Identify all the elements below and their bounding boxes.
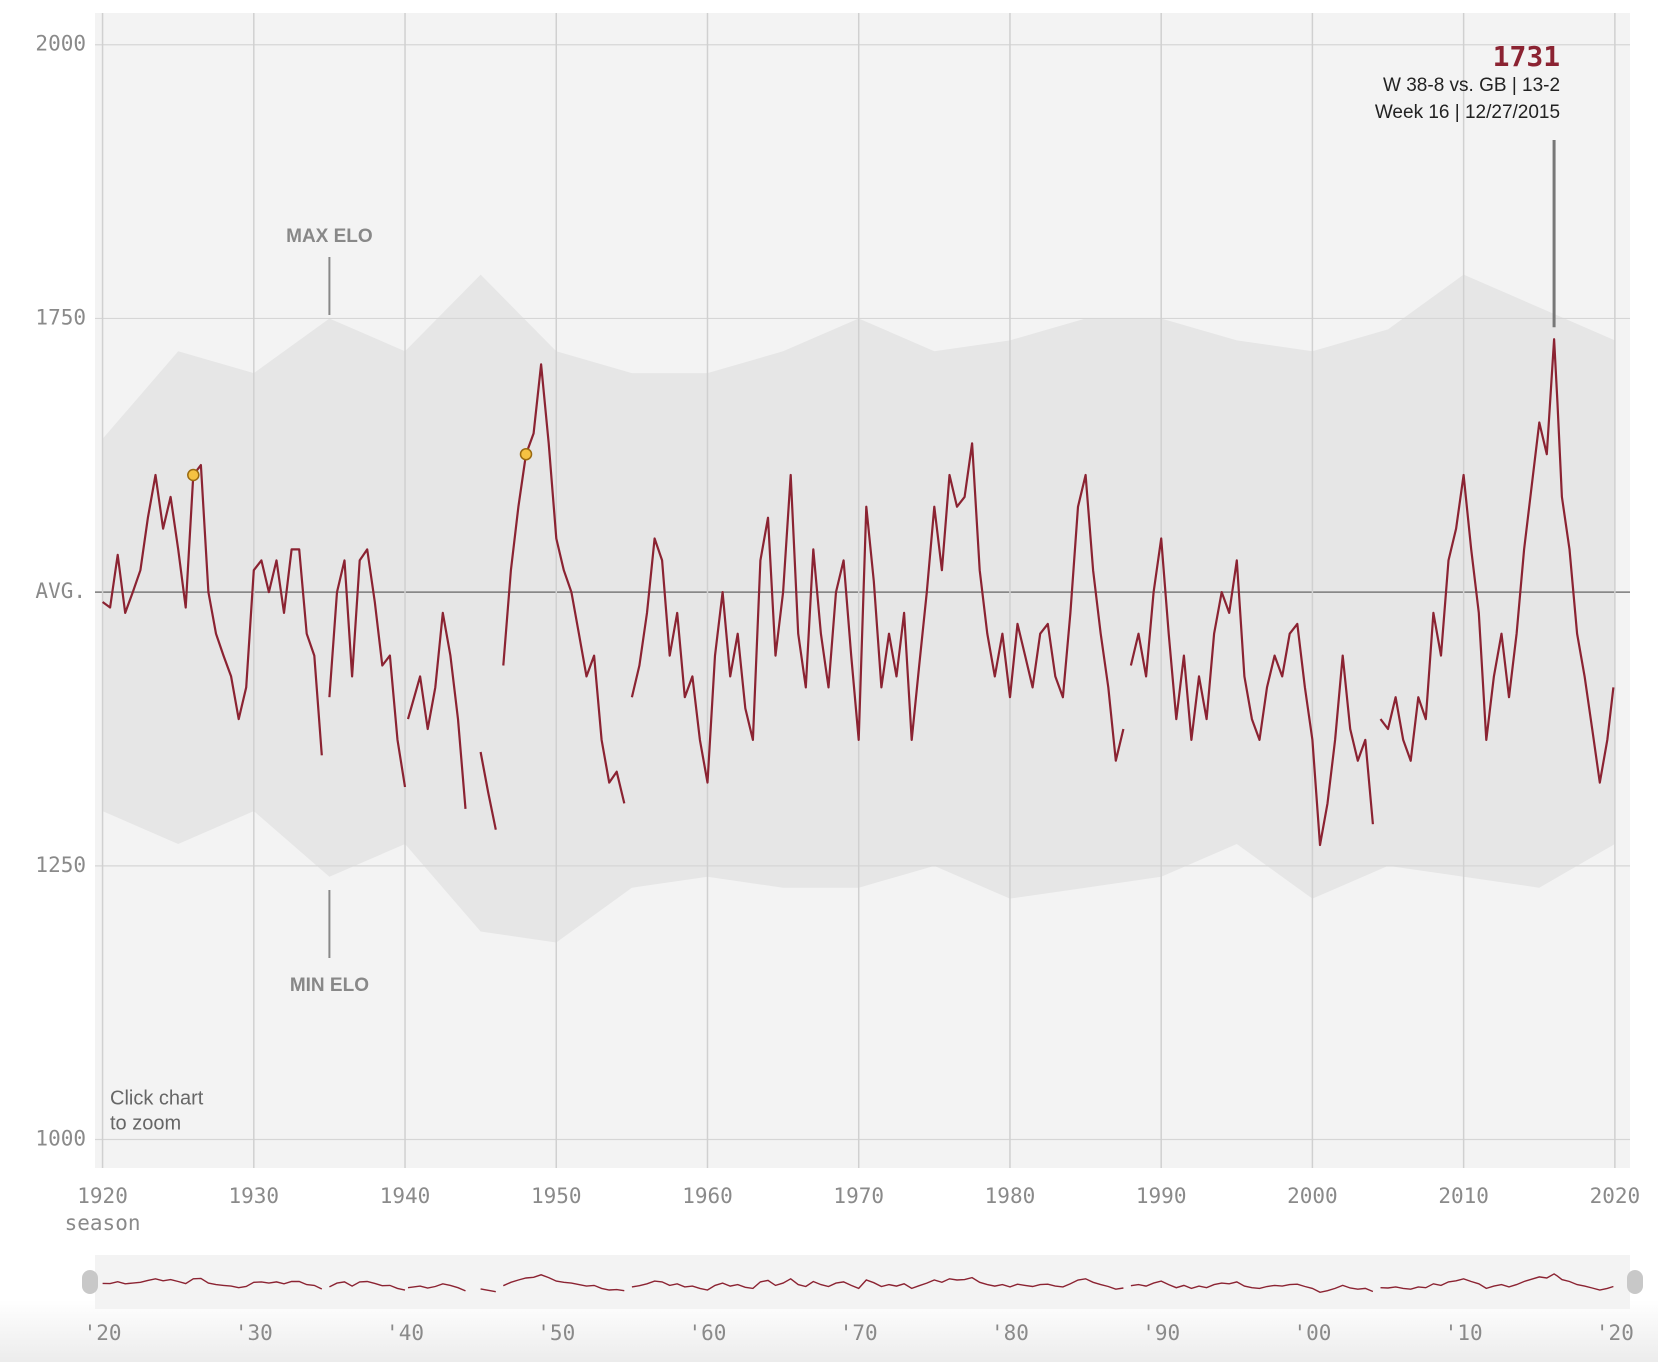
x-tick-label: 2020 bbox=[1590, 1184, 1641, 1208]
x-tick-label: 2000 bbox=[1287, 1184, 1338, 1208]
navigator-tick-label: '10 bbox=[1445, 1321, 1483, 1345]
x-tick-label: 1940 bbox=[380, 1184, 431, 1208]
navigator-tick-label: '90 bbox=[1142, 1321, 1180, 1345]
navigator-tick-label: '70 bbox=[840, 1321, 878, 1345]
y-tick-label: 1000 bbox=[35, 1127, 86, 1151]
min-elo-label: MIN ELO bbox=[290, 975, 369, 996]
y-tick-label: 1250 bbox=[35, 853, 86, 877]
navigator-tick-label: '40 bbox=[386, 1321, 424, 1345]
navigator-tick-label: '60 bbox=[689, 1321, 727, 1345]
y-tick-label: 1750 bbox=[35, 305, 86, 329]
elo-line bbox=[101, 338, 1615, 847]
y-tick-label: 2000 bbox=[35, 32, 86, 56]
x-tick-label: 1970 bbox=[833, 1184, 884, 1208]
navigator[interactable] bbox=[95, 1255, 1630, 1309]
navigator-line bbox=[102, 1273, 1614, 1294]
navigator-tick-label: '00 bbox=[1293, 1321, 1331, 1345]
navigator-tick-label: '30 bbox=[235, 1321, 273, 1345]
x-tick-label: 1980 bbox=[985, 1184, 1036, 1208]
navigator-tick-label: '80 bbox=[991, 1321, 1029, 1345]
navigator-handle[interactable] bbox=[82, 1270, 98, 1294]
navigator-tick-label: '20 bbox=[84, 1321, 122, 1345]
x-tick-label: 1930 bbox=[229, 1184, 280, 1208]
peak-detail: W 38-8 vs. GB | 13-2 bbox=[1383, 75, 1560, 96]
x-tick-label: 1920 bbox=[77, 1184, 128, 1208]
highlight-dot bbox=[187, 468, 200, 482]
peak-detail: Week 16 | 12/27/2015 bbox=[1375, 102, 1560, 123]
x-axis-label: season bbox=[65, 1211, 141, 1235]
x-tick-label: 1990 bbox=[1136, 1184, 1187, 1208]
y-tick-label: AVG. bbox=[35, 579, 86, 603]
zoom-hint: to zoom bbox=[110, 1112, 181, 1134]
footer-fade bbox=[0, 1300, 1658, 1362]
navigator-handle[interactable] bbox=[1627, 1270, 1643, 1294]
navigator-tick-label: '50 bbox=[537, 1321, 575, 1345]
x-tick-label: 1960 bbox=[682, 1184, 733, 1208]
highlight-dot bbox=[519, 447, 533, 461]
zoom-hint: Click chart bbox=[110, 1087, 204, 1109]
x-tick-label: 2010 bbox=[1438, 1184, 1489, 1208]
x-tick-label: 1950 bbox=[531, 1184, 582, 1208]
peak-value: 1731 bbox=[1493, 40, 1560, 73]
max-elo-label: MAX ELO bbox=[286, 226, 373, 247]
navigator-tick-label: '20 bbox=[1596, 1321, 1634, 1345]
